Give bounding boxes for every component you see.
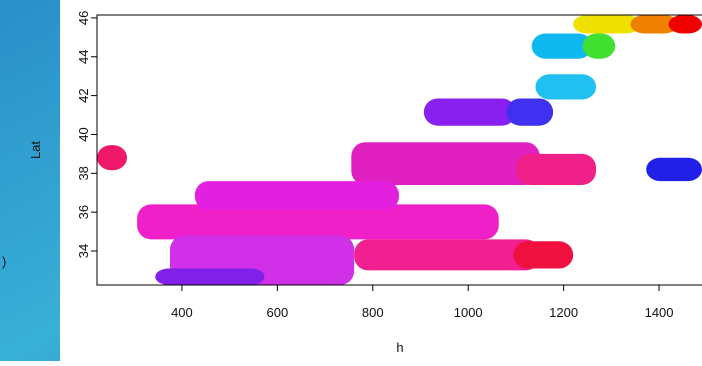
x-tick-label: 800 bbox=[362, 305, 384, 320]
x-tick-label: 600 bbox=[267, 305, 289, 320]
region bbox=[630, 15, 679, 34]
y-axis-label: Lat bbox=[28, 141, 43, 159]
region bbox=[137, 204, 499, 240]
x-tick-label: 1000 bbox=[454, 305, 483, 320]
region bbox=[513, 241, 574, 269]
region bbox=[646, 157, 702, 182]
region bbox=[668, 15, 702, 34]
y-tick-label: 44 bbox=[76, 50, 91, 64]
region bbox=[535, 74, 597, 100]
x-axis-label: h bbox=[396, 340, 403, 355]
plot-frame bbox=[96, 14, 702, 286]
region bbox=[531, 33, 593, 59]
region bbox=[351, 142, 540, 185]
fragment: ) bbox=[2, 254, 6, 269]
y-tick-label: 38 bbox=[76, 166, 91, 180]
region bbox=[573, 15, 640, 34]
region bbox=[194, 181, 400, 211]
y-tick-label: 42 bbox=[76, 88, 91, 102]
x-tick-label: 1400 bbox=[645, 305, 674, 320]
y-tick-label: 36 bbox=[76, 205, 91, 219]
y-tick-label: 46 bbox=[76, 11, 91, 25]
x-tick-label: 400 bbox=[171, 305, 193, 320]
x-tick-label: 1200 bbox=[549, 305, 578, 320]
y-tick-label: 34 bbox=[76, 244, 91, 258]
region bbox=[155, 268, 265, 285]
region bbox=[423, 98, 516, 126]
y-tick-label: 40 bbox=[76, 127, 91, 141]
region bbox=[354, 239, 540, 271]
region bbox=[506, 98, 554, 126]
region bbox=[515, 153, 597, 185]
region bbox=[97, 145, 128, 171]
region bbox=[582, 33, 616, 59]
regions bbox=[97, 15, 702, 285]
